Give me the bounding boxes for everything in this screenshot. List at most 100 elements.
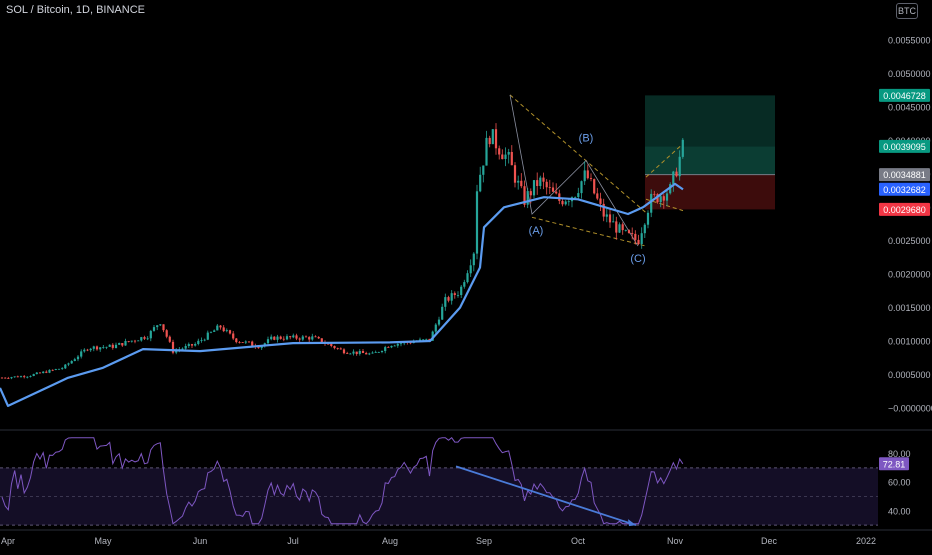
candle-body: [441, 306, 444, 320]
time-tick-label: Sep: [476, 536, 492, 546]
candle: [659, 193, 662, 208]
candle: [187, 342, 190, 348]
candle: [365, 351, 368, 355]
candle-body: [219, 325, 222, 328]
price-label-tag: 0.0034881: [879, 168, 930, 182]
candle-body: [327, 343, 330, 345]
candle-body: [396, 343, 399, 346]
candle-body: [589, 178, 593, 179]
rsi-tick-label: 40.00: [888, 506, 911, 516]
candle-body: [662, 196, 665, 201]
wave-label: (B): [579, 133, 594, 145]
candle-body: [216, 325, 219, 331]
candle-body: [390, 345, 393, 348]
candle-body: [399, 343, 403, 345]
candle: [285, 334, 289, 341]
candle: [349, 352, 352, 355]
price-label-bg: [879, 139, 930, 153]
candle-body: [517, 180, 520, 183]
candle-body: [463, 282, 466, 287]
price-tick-label: 0.0015000: [888, 303, 931, 313]
candle-body: [260, 346, 263, 349]
candle-body: [548, 187, 551, 188]
candle-body: [4, 377, 7, 379]
candle: [86, 348, 89, 352]
candle: [225, 328, 228, 333]
candle-body: [361, 351, 365, 353]
candle: [61, 367, 64, 370]
candle: [532, 180, 536, 199]
candle-body: [320, 338, 323, 343]
candle-body: [152, 327, 156, 331]
candle: [197, 338, 200, 346]
price-tick-label: 0.0010000: [888, 337, 931, 347]
rsi-value-tag: 72.81: [879, 457, 909, 471]
candle-body: [469, 265, 472, 274]
candle: [586, 164, 589, 180]
candle-body: [301, 336, 304, 340]
price-label-text: 0.0046728: [883, 91, 926, 101]
candle: [352, 349, 355, 356]
candle-body: [513, 165, 517, 183]
candle-body: [276, 336, 279, 340]
candle-body: [336, 348, 339, 349]
time-tick-label: Aug: [382, 536, 398, 546]
candle-body: [51, 369, 54, 371]
candle-body: [520, 180, 523, 187]
candle: [567, 198, 570, 206]
candle: [19, 375, 23, 378]
candle-body: [181, 348, 184, 350]
candle: [57, 368, 61, 370]
candle: [479, 166, 482, 193]
wedge-upper-line: [509, 94, 647, 214]
candle-body: [631, 233, 634, 234]
candle-body: [586, 170, 589, 179]
rsi-tick-label: 60.00: [888, 478, 911, 488]
candle-body: [121, 343, 124, 346]
candle-body: [86, 349, 89, 351]
candle: [621, 222, 624, 235]
candle: [640, 227, 643, 249]
candle: [279, 335, 282, 340]
candle: [235, 338, 238, 344]
candle-body: [111, 344, 114, 348]
candle-body: [342, 349, 346, 354]
candle-body: [42, 371, 45, 373]
candle-body: [678, 156, 681, 177]
candle-body: [165, 330, 168, 337]
target-zone-upper: [645, 95, 775, 147]
candle: [89, 347, 92, 352]
candle: [219, 325, 222, 330]
candle-body: [627, 230, 631, 233]
candle: [140, 336, 143, 342]
candle: [447, 295, 450, 303]
candle: [551, 182, 555, 193]
candle-body: [238, 342, 241, 343]
candle: [504, 147, 507, 167]
candle-body: [32, 374, 35, 376]
candle: [355, 351, 358, 356]
candle: [133, 339, 137, 344]
candle-body: [317, 337, 320, 339]
candle: [32, 373, 35, 377]
price-tick-label: 0.0025000: [888, 236, 931, 246]
candle-body: [377, 352, 380, 353]
candle: [466, 270, 469, 284]
candle: [137, 340, 140, 342]
candle: [45, 370, 48, 374]
time-tick-label: 2022: [856, 536, 876, 546]
time-tick-label: Apr: [1, 536, 15, 546]
candle: [387, 346, 390, 348]
candle: [222, 325, 225, 333]
candle-body: [19, 376, 23, 378]
candle-body: [304, 336, 308, 338]
currency-badge[interactable]: BTC: [896, 3, 918, 19]
candle: [469, 259, 472, 277]
candle: [631, 227, 634, 240]
candle-body: [35, 372, 38, 375]
candle-body: [270, 336, 273, 340]
candle-body: [247, 341, 251, 343]
candle: [491, 129, 494, 145]
